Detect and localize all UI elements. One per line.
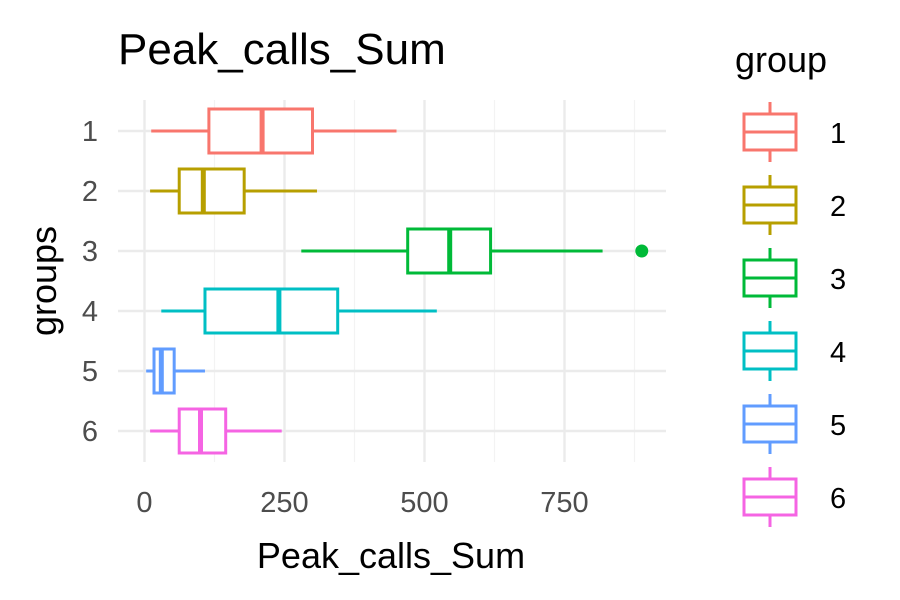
box-group-5: [146, 347, 205, 395]
boxes: [146, 107, 649, 455]
legend-title: group: [735, 39, 827, 80]
legend-item-6: 6: [742, 467, 846, 527]
x-tick-label: 750: [540, 487, 588, 519]
y-axis-title: groups: [23, 226, 64, 336]
legend-item-1: 1: [742, 102, 846, 162]
y-tick-label: 3: [82, 236, 98, 268]
legend-label: 5: [830, 410, 846, 442]
legend-label: 1: [830, 118, 846, 150]
legend-label: 6: [830, 483, 846, 515]
box-group-2: [150, 167, 317, 215]
y-axis-ticks: 1 2 3 4 5 6: [82, 116, 98, 448]
box: [203, 287, 340, 335]
box-group-1: [151, 107, 397, 155]
legend-label: 4: [830, 337, 846, 369]
x-tick-label: 250: [260, 487, 308, 519]
y-tick-label: 6: [82, 416, 98, 448]
legend-label: 2: [830, 191, 846, 223]
legend-item-2: 2: [742, 175, 846, 235]
box-group-6: [150, 407, 282, 455]
y-tick-label: 5: [82, 356, 98, 388]
x-tick-label: 0: [136, 487, 152, 519]
legend-label: 3: [830, 264, 846, 296]
chart-title: Peak_calls_Sum: [118, 25, 446, 74]
outlier-point: [635, 244, 649, 258]
y-tick-label: 2: [82, 176, 98, 208]
box-group-3: [301, 227, 649, 275]
y-tick-label: 1: [82, 116, 98, 148]
y-tick-label: 4: [82, 296, 98, 328]
box: [177, 167, 246, 215]
legend-item-4: 4: [742, 321, 846, 381]
legend-item-3: 3: [742, 248, 846, 308]
box: [152, 347, 176, 395]
legend-item-5: 5: [742, 394, 846, 454]
x-axis-title: Peak_calls_Sum: [257, 535, 525, 576]
x-axis-ticks: 0 250 500 750: [136, 487, 588, 519]
x-tick-label: 500: [400, 487, 448, 519]
box-group-4: [161, 287, 437, 335]
legend: 1 2 3 4 5 6: [742, 102, 846, 527]
